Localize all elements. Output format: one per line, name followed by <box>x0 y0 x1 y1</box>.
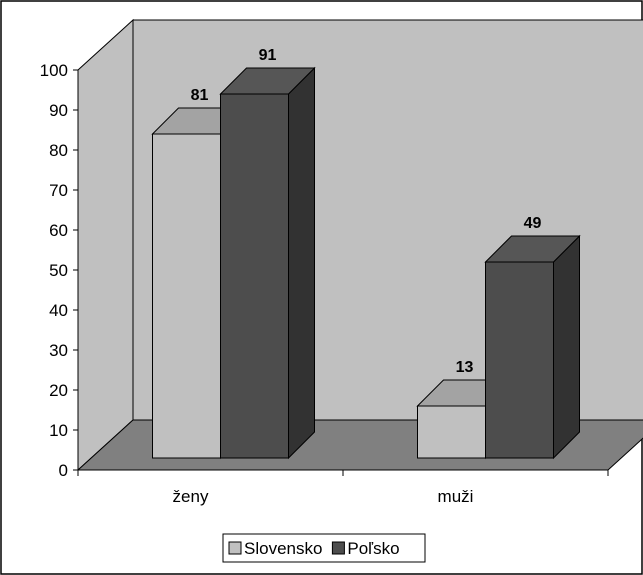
y-tick-label: 40 <box>49 301 68 320</box>
y-tick-label: 100 <box>40 61 68 80</box>
plot-area: 0 10 20 30 40 50 60 70 80 90 100 81 91 ženy 13 49 muži <box>40 18 643 506</box>
y-tick-label: 10 <box>49 421 68 440</box>
bar <box>417 405 486 459</box>
y-tick-label: 30 <box>49 341 68 360</box>
y-tick-label: 90 <box>49 101 68 120</box>
bar-side <box>288 66 315 460</box>
x-tick-label: ženy <box>173 487 209 506</box>
legend-label: Slovensko <box>244 539 322 558</box>
legend-box <box>222 533 426 563</box>
y-tick-label: 80 <box>49 141 68 160</box>
y-tick-label: 50 <box>49 261 68 280</box>
data-label: 91 <box>259 47 277 64</box>
y-tick-label: 60 <box>49 221 68 240</box>
data-label: 13 <box>456 359 474 376</box>
side-wall <box>77 18 134 472</box>
bar <box>485 261 554 459</box>
legend-swatch <box>228 541 242 555</box>
y-tick-label: 0 <box>59 461 68 480</box>
bar <box>220 93 289 459</box>
legend-swatch <box>331 541 345 555</box>
bar-side <box>553 234 580 460</box>
data-label: 81 <box>191 87 209 104</box>
y-tick-label: 20 <box>49 381 68 400</box>
x-tick-label: muži <box>438 487 474 506</box>
legend-label: Poľsko <box>347 539 399 558</box>
data-label: 49 <box>524 215 542 232</box>
bar <box>152 133 221 459</box>
legend: Slovensko Poľsko <box>222 533 426 563</box>
y-tick-label: 70 <box>49 181 68 200</box>
